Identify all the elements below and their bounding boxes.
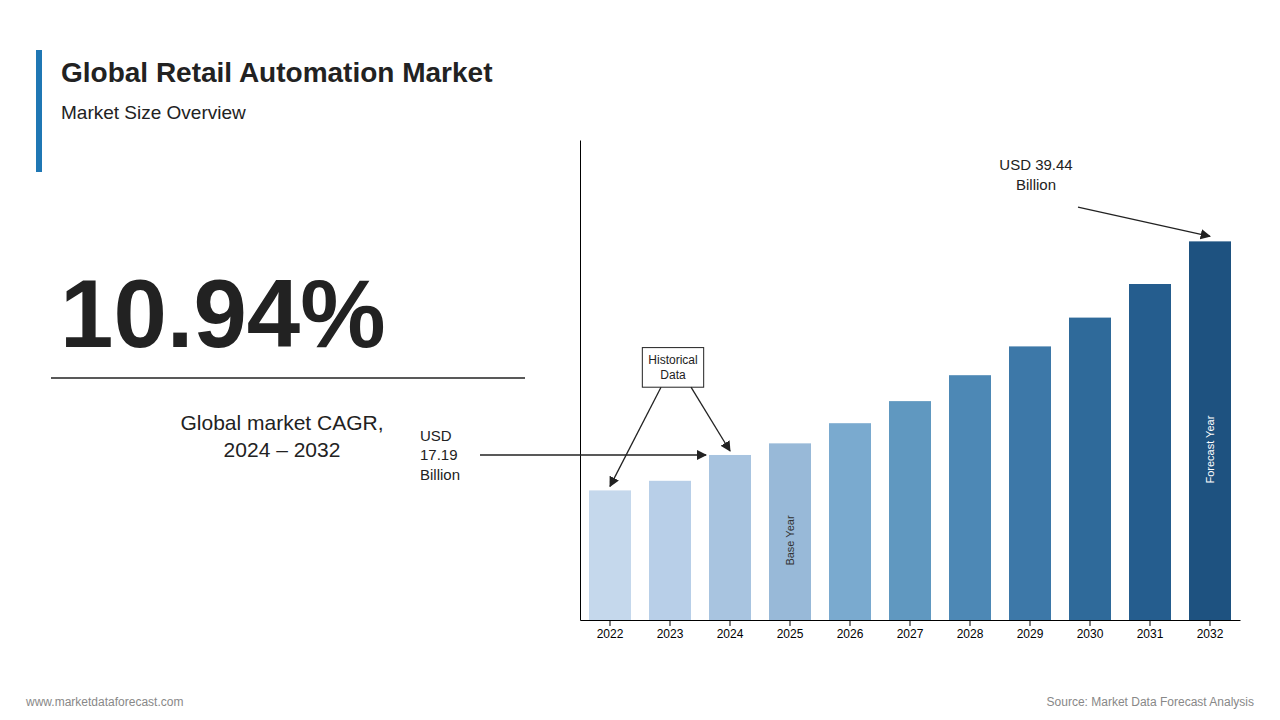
x-tick-mark (610, 620, 611, 626)
x-tick: 2024 (717, 620, 744, 641)
x-tick: 2028 (957, 620, 984, 641)
x-tick: 2023 (657, 620, 684, 641)
usd-2032-label-line: USD 39.44 (999, 156, 1072, 173)
x-tick-mark (670, 620, 671, 626)
y-axis (580, 141, 581, 621)
x-tick-mark (1090, 620, 1091, 626)
x-tick-mark (850, 620, 851, 626)
x-tick-label: 2031 (1137, 627, 1164, 641)
x-tick-label: 2030 (1077, 627, 1104, 641)
x-tick: 2022 (597, 620, 624, 641)
subtitle: Market Size Overview (61, 102, 246, 123)
cagr-label-line: 2024 – 2032 (224, 438, 341, 461)
forecast-year-label: Forecast Year (1204, 415, 1216, 483)
x-tick: 2030 (1077, 620, 1104, 641)
x-tick-mark (910, 620, 911, 626)
title-accent (36, 50, 42, 172)
footer-right-line: Source: Market Data Forecast Analysis (1047, 695, 1254, 709)
historical-box: HistoricalData (642, 348, 703, 388)
divider (51, 377, 525, 379)
historical-label-line: Historical (648, 353, 697, 367)
x-tick-mark (970, 620, 971, 626)
bar (889, 401, 931, 620)
bar (769, 443, 811, 620)
x-tick-mark (1030, 620, 1031, 626)
y-axis-line (580, 141, 581, 621)
usd-2032-label: USD 39.44 Billion (999, 156, 1072, 193)
bar (709, 455, 751, 620)
cagr-label: Global market CAGR, 2024 – 2032 (180, 411, 383, 461)
x-tick-label: 2024 (717, 627, 744, 641)
bar (1009, 346, 1051, 620)
historical-label: HistoricalData (648, 353, 697, 383)
x-tick-label: 2022 (597, 627, 624, 641)
bar (829, 423, 871, 620)
historical-arrow (610, 387, 661, 486)
bar (1129, 284, 1171, 620)
bar (1189, 241, 1231, 620)
x-tick-mark (790, 620, 791, 626)
usd-2024-label-line: Billion (420, 466, 460, 483)
x-tick-label: 2032 (1197, 627, 1224, 641)
x-tick-mark (1150, 620, 1151, 626)
x-tick-mark (1210, 620, 1211, 626)
base-year-label: Base Year (784, 515, 796, 565)
x-tick: 2026 (837, 620, 864, 641)
usd-2032-arrow (1078, 207, 1210, 236)
footer-left: www.marketdataforecast.com (25, 695, 183, 709)
footer-right: Source: Market Data Forecast Analysis (1047, 695, 1254, 709)
x-tick: 2029 (1017, 620, 1044, 641)
bar (589, 490, 631, 620)
title-line: Global Retail Automation Market (61, 57, 492, 88)
usd-2032-label-line: Billion (1016, 176, 1056, 193)
usd-2024-arrow (480, 454, 706, 455)
x-tick: 2027 (897, 620, 924, 641)
x-tick: 2032 (1197, 620, 1224, 641)
subtitle-line: Market Size Overview (61, 102, 246, 123)
cagr-label-line: Global market CAGR, (180, 411, 383, 434)
title: Global Retail Automation Market (61, 57, 492, 88)
usd-2024-label: USD 17.19 Billion (420, 427, 460, 483)
x-tick: 2025 (777, 620, 804, 641)
x-tick-label: 2026 (837, 627, 864, 641)
bars (589, 241, 1231, 620)
cagr-value-line: 10.94% (60, 260, 386, 367)
cagr-value: 10.94% (60, 260, 386, 367)
bar (949, 375, 991, 620)
x-tick: 2031 (1137, 620, 1164, 641)
usd-2024-label-line: USD (420, 427, 452, 444)
x-tick-label: 2025 (777, 627, 804, 641)
x-tick-label: 2027 (897, 627, 924, 641)
chart-svg: 2022 2023 2024 2025 2026 2027 2028 2029 2030 2031… (0, 0, 1280, 720)
x-tick-label: 2023 (657, 627, 684, 641)
bar (649, 481, 691, 620)
footer-left-line: www.marketdataforecast.com (25, 695, 183, 709)
x-axis: 2022 2023 2024 2025 2026 2027 2028 2029 2030 2031… (581, 620, 1241, 641)
x-tick-label: 2029 (1017, 627, 1044, 641)
usd-2024-label-line: 17.19 (420, 446, 458, 463)
x-tick-label: 2028 (957, 627, 984, 641)
historical-arrow (691, 387, 730, 451)
bar (1069, 318, 1111, 620)
texts: Global Retail Automation Market Market Si… (25, 50, 1254, 709)
x-tick-mark (730, 620, 731, 626)
historical-box-frame (642, 348, 703, 388)
historical-label-line: Data (660, 368, 686, 382)
